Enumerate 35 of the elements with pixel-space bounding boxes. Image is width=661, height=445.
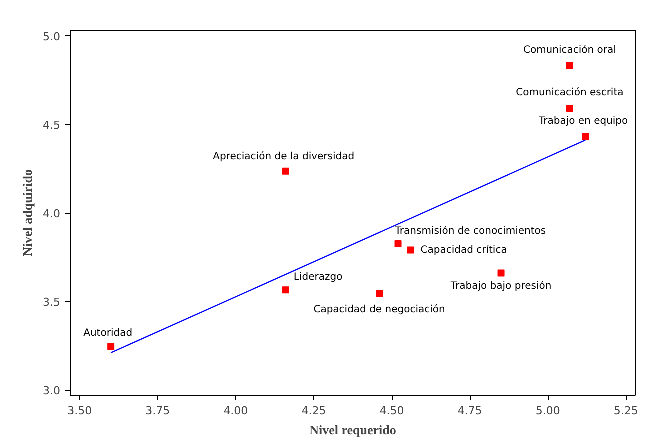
x-tick-label: 4.25 [302,404,326,418]
point [282,286,290,294]
y-tick-label: 4.5 [43,118,61,132]
point [566,104,574,112]
point [566,62,574,70]
y-tick-label: 3.5 [43,296,61,310]
annotation: Autoridad [84,328,133,339]
annotation: Trabajo bajo presión [450,281,552,292]
point [407,246,414,254]
x-tick-label: 4.50 [380,404,404,418]
annotation: Comunicación escrita [516,87,624,98]
point [108,343,115,350]
y-tick-label: 3.0 [43,384,61,398]
x-tick-label: 5.00 [536,404,560,418]
annotation: Trabajo en equipo [538,116,628,127]
x-tick-label: 4.75 [458,404,482,418]
point [582,133,590,140]
x-axis-title: Nivel requerido [310,422,396,438]
y-tick-label: 4.0 [43,208,61,220]
y-axis-title: Nivel adquirido [20,169,36,257]
annotation: Apreciación de la diversidad [213,151,355,162]
y-tick-label: 5.0 [43,30,61,44]
x-tick-label: 3.50 [68,404,92,418]
point [498,270,505,277]
x-tick-label: 5.25 [614,404,638,418]
annotation: Capacidad crítica [420,245,508,256]
point [282,168,290,175]
point [394,240,402,248]
annotation: Liderazgo [294,272,343,284]
x-tick-label: 3.75 [146,404,170,418]
annotation: Capacidad de negociación [314,304,446,316]
annotation: Transmisión de conocimientos [394,226,546,238]
point [376,290,384,298]
annotation: Comunicación oral [523,44,616,56]
x-tick-label: 4.00 [224,404,248,418]
